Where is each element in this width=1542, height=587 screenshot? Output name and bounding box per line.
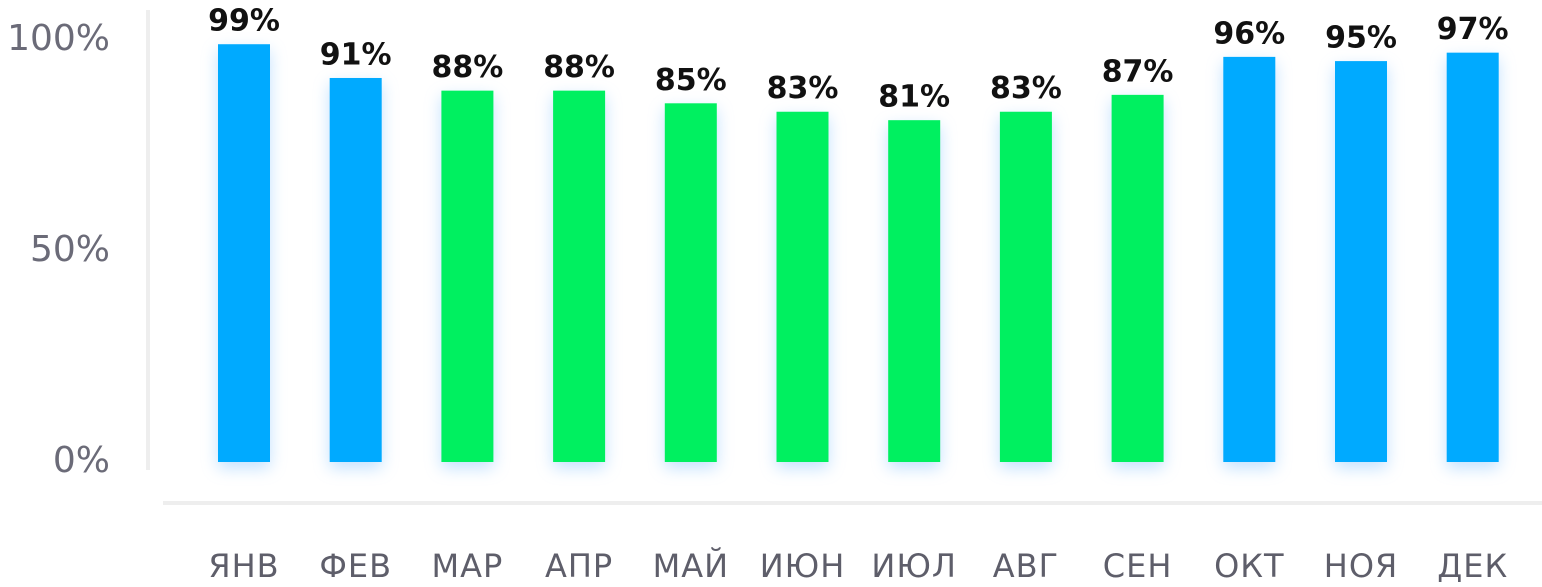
x-tick-label: СЕН [1103,547,1173,585]
value-label: 85% [655,63,727,98]
value-label: 91% [320,37,392,72]
bar [664,103,717,463]
value-label: 88% [543,50,615,85]
bar [218,44,270,462]
bar [1335,61,1387,462]
value-label: 96% [1213,16,1285,51]
value-label: 88% [431,50,503,85]
y-tick-label: 50% [30,229,110,270]
bar [776,111,829,463]
value-label: 99% [208,4,280,39]
x-tick-label: ЯНВ [208,547,279,585]
x-tick-label: МАР [432,547,504,585]
value-label: 83% [767,71,839,106]
value-label: 97% [1437,12,1509,47]
value-label: 81% [878,80,950,115]
value-label: 87% [1102,54,1174,89]
x-tick-label: ФЕВ [319,547,392,585]
x-tick-label: ОКТ [1214,547,1284,585]
x-tick-label: ИЮЛ [871,547,957,585]
bar [553,90,606,462]
bar [1111,94,1164,463]
x-tick-label: АВГ [993,547,1059,585]
value-label: 83% [990,71,1062,106]
x-tick-label: АПР [545,547,613,585]
bar [329,77,382,462]
bar [1223,56,1276,462]
bar [999,111,1052,463]
bar [888,120,941,463]
bar [1446,52,1499,462]
bar [441,90,494,462]
x-tick-label: МАЙ [653,547,729,585]
x-tick-label: ДЕК [1437,547,1508,585]
y-tick-label: 100% [7,18,110,59]
value-label: 95% [1325,21,1397,56]
x-tick-label: НОЯ [1324,547,1398,585]
x-tick-label: ИЮН [760,547,846,585]
y-tick-label: 0% [53,440,110,481]
